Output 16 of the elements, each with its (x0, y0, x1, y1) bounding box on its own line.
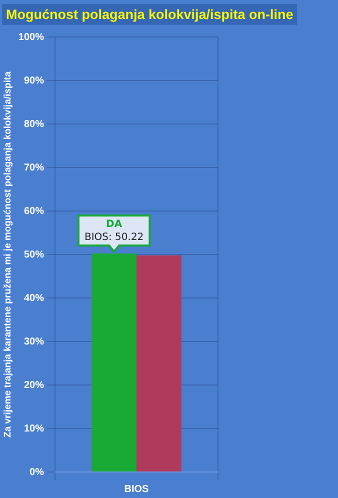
data-label: BIOS: 50.22 (84, 232, 144, 244)
y-tick-label: 90% (24, 75, 44, 86)
y-tick-label: 10% (24, 423, 44, 434)
y-tick-label: 40% (24, 292, 44, 304)
y-tick-label: 60% (24, 206, 44, 217)
y-tick-label: 0% (30, 466, 44, 478)
y-tick-label: 30% (24, 336, 44, 348)
y-tick-label: 50% (24, 249, 44, 260)
y-tick-label: 80% (24, 118, 44, 130)
x-tick-label: BIOS (124, 484, 150, 495)
y-tick-label: 70% (24, 162, 44, 174)
y-tick-label: 100% (18, 32, 44, 43)
text: DA (106, 219, 122, 230)
chart-title: Mogućnost polaganja kolokvija/ispita on-line (2, 4, 298, 25)
y-tick-label: 20% (24, 380, 44, 391)
y-axis-title: Za vrijeme trajanja karantene pružena mi je mogućnost polaganja kolokvija/ispita (2, 70, 14, 438)
